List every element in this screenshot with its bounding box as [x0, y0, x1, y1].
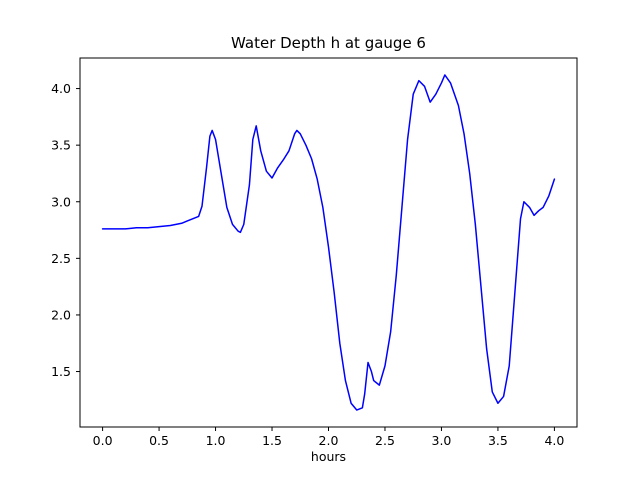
ticks-layer: 0.0 0.5 1.0 1.5 2.0 2.5 3.0 3.5 4.0 1.5 2.0 2.5 3.0 3…	[51, 81, 564, 448]
y-tick-label: 2.5	[51, 251, 71, 266]
y-tick-label: 2.0	[51, 307, 71, 322]
y-tick-label: 3.0	[51, 194, 71, 209]
x-axis-label: hours	[311, 449, 346, 464]
x-tick-label: 1.0	[206, 433, 226, 448]
x-tick-label: 1.5	[262, 433, 282, 448]
y-tick-label: 4.0	[51, 81, 71, 96]
x-tick-label: 2.0	[319, 433, 339, 448]
y-tick-label: 3.5	[51, 138, 71, 153]
chart-title: Water Depth h at gauge 6	[231, 34, 426, 52]
data-line	[101, 74, 556, 411]
x-tick-label: 2.5	[375, 433, 395, 448]
x-tick-label: 3.0	[432, 433, 452, 448]
line-layer	[101, 74, 556, 411]
x-tick-label: 4.0	[544, 433, 564, 448]
y-tick-label: 1.5	[51, 364, 71, 379]
x-tick-label: 3.5	[488, 433, 508, 448]
x-tick-label: 0.5	[149, 433, 169, 448]
x-tick-label: 0.0	[93, 433, 113, 448]
